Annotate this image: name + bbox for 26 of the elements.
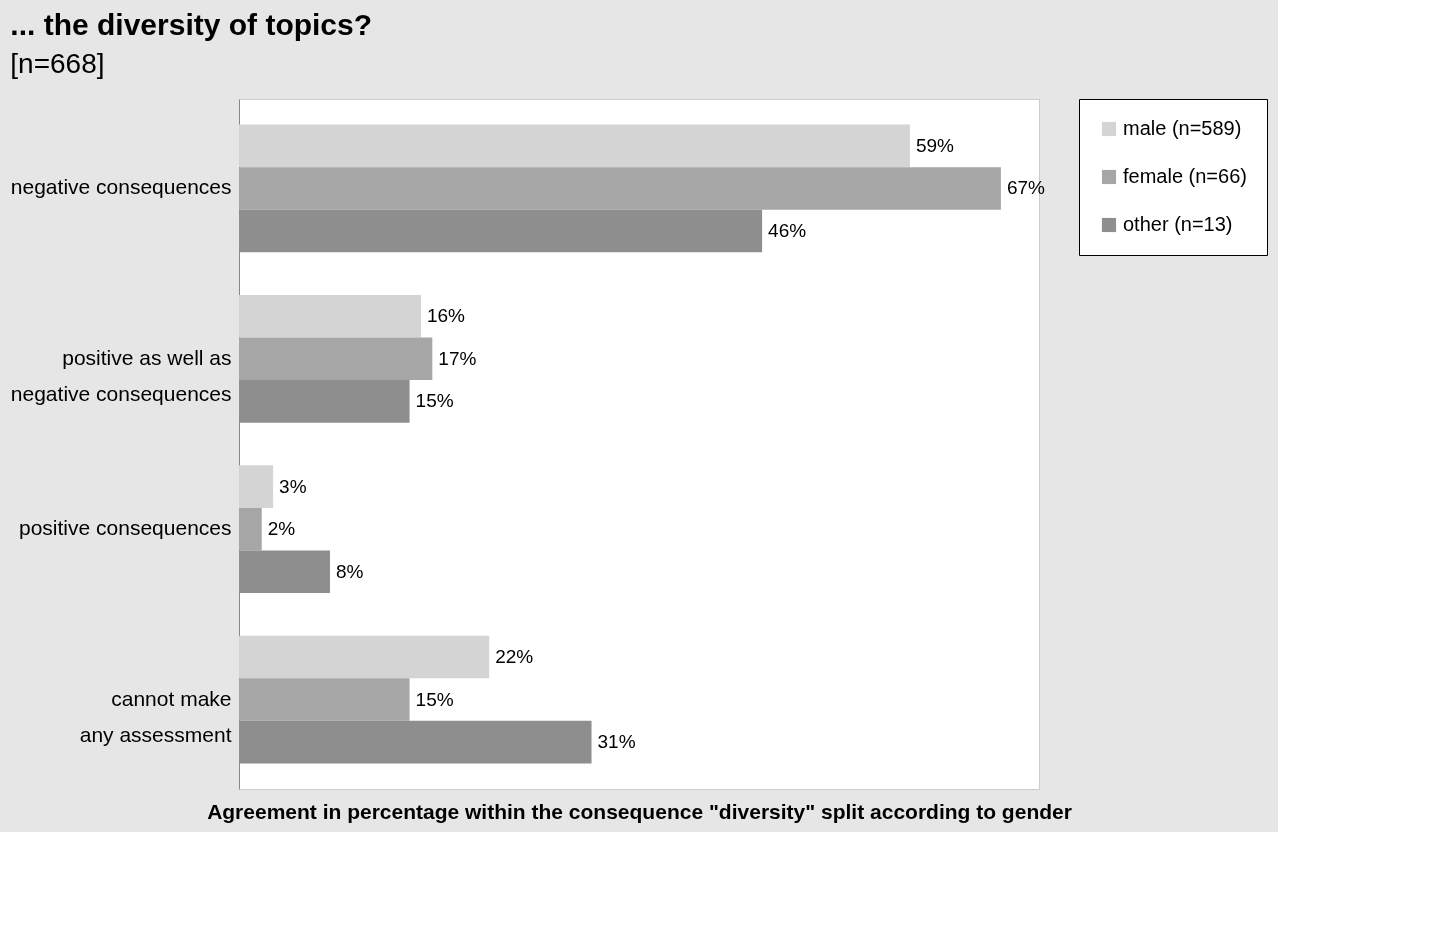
y-tick-label: negative consequences: [10, 175, 232, 199]
data-label: 16%: [426, 305, 466, 327]
y-tick-label: positive as well as negative consequences: [10, 345, 232, 405]
x-axis-title: Agreement in percentage within the consequence "diversity" split according to gender: [207, 799, 1072, 823]
legend-label: other (n=13): [1123, 213, 1233, 235]
bar: [239, 507, 262, 551]
data-label: 2%: [267, 518, 296, 540]
data-label: 3%: [279, 475, 307, 497]
data-label: 22%: [495, 645, 534, 667]
data-label: 59%: [915, 134, 955, 156]
data-label: 8%: [335, 560, 364, 582]
chart-subtitle: [n=668]: [10, 47, 105, 79]
legend-label: male (n=589): [1123, 117, 1242, 139]
legend-label: female (n=66): [1123, 165, 1247, 187]
data-label: 31%: [597, 731, 636, 753]
data-label: 46%: [768, 220, 807, 242]
y-tick-label: cannot make any assessment: [79, 686, 232, 746]
bar: [239, 337, 433, 381]
bar: [239, 167, 1001, 210]
chart-title: ... the diversity of topics?: [10, 7, 373, 41]
bar: [239, 678, 410, 721]
data-label: 15%: [415, 688, 454, 710]
data-label: 67%: [1006, 177, 1046, 199]
data-label: 15%: [415, 390, 454, 412]
data-label: 17%: [438, 347, 477, 369]
y-tick-label: positive consequences: [19, 516, 232, 540]
